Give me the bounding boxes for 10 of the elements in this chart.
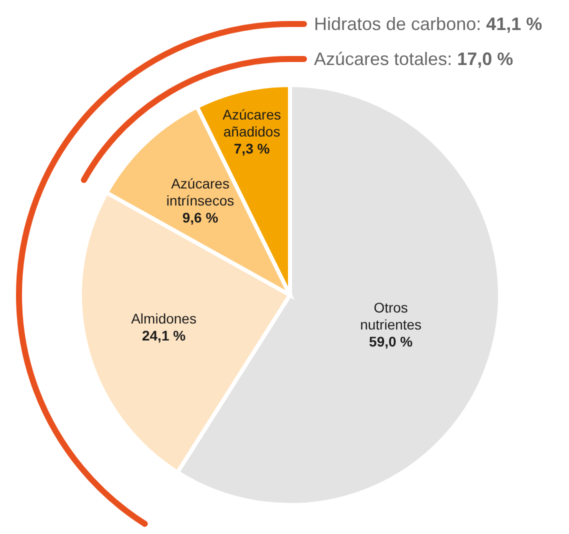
slice-label: Azúcares añadidos [222,106,281,140]
data-label: 24,1 % [142,327,186,344]
data-label: 9,6 % [182,210,219,226]
slice-label: Otros nutrientes [360,299,422,332]
slice-label: Azúcares intrínsecos [166,176,234,209]
data-label: 7,3 % [234,140,270,156]
text: Azúcares totales: 17,0 % [314,49,514,69]
slice-label: Almidones [131,310,196,326]
data-label: 59,0 % [369,333,414,350]
text: Hidratos de carbono: 41,1 % [314,14,542,34]
